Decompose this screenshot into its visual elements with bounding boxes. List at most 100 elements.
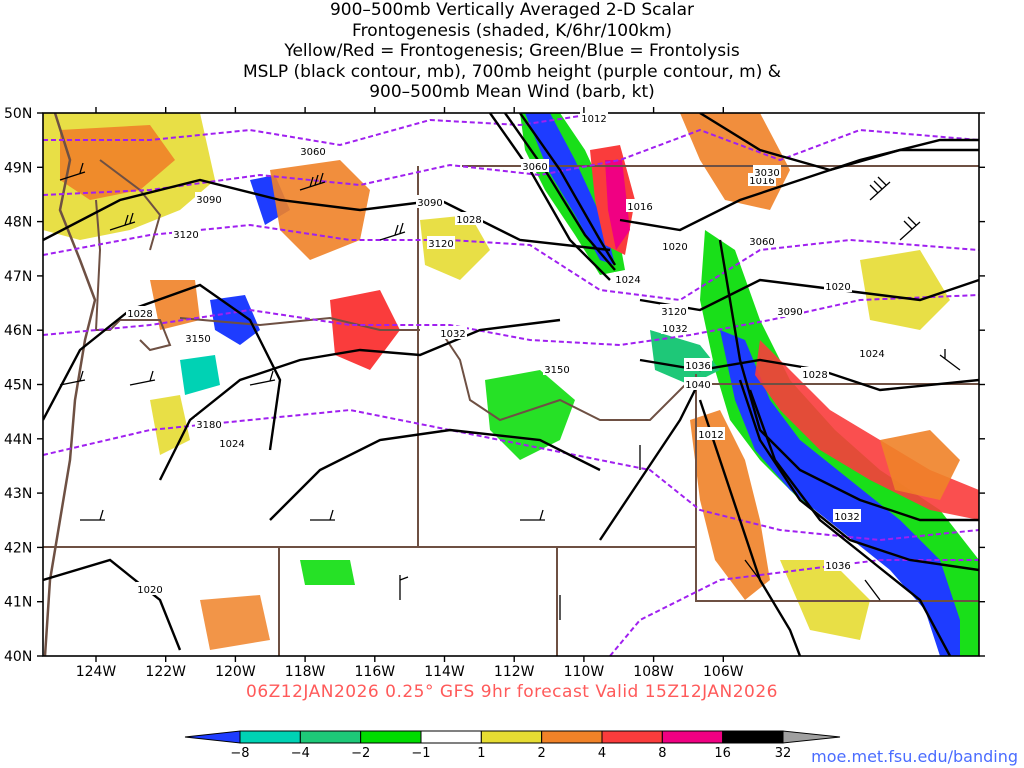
- colorbar-tick-label: −2: [351, 746, 371, 761]
- mslp-contour-label: 1020: [824, 279, 852, 293]
- colorbar-segment: [480, 730, 543, 744]
- mslp-contour-label: 1012: [697, 427, 725, 441]
- height-contour-label: 3120: [660, 304, 688, 318]
- height-contour-label: 3090: [416, 195, 444, 209]
- latitude-tick-label: 45N: [4, 378, 32, 394]
- colorbar-segment: [661, 730, 724, 744]
- longitude-tick-label: 122W: [145, 664, 186, 680]
- title-line-5: 900–500mb Mean Wind (barb, kt): [369, 82, 655, 102]
- latitude-tick-label: 47N: [4, 269, 32, 285]
- colorbar-tick-label: −1: [411, 746, 431, 761]
- svg-text:1024: 1024: [859, 349, 884, 360]
- svg-text:3060: 3060: [522, 162, 547, 173]
- latitude-tick-label: 42N: [4, 540, 32, 556]
- svg-text:1032: 1032: [834, 512, 859, 523]
- latitude-tick-label: 41N: [4, 595, 32, 611]
- svg-text:1012: 1012: [698, 430, 723, 441]
- mslp-contour-label: 1028: [801, 367, 829, 381]
- colorbar-tick-label: 1: [477, 746, 486, 761]
- colorbar: [184, 730, 841, 744]
- svg-text:1016: 1016: [627, 202, 652, 213]
- svg-text:1036: 1036: [825, 561, 850, 572]
- colorbar-tick-label: 32: [774, 746, 792, 761]
- svg-text:1012: 1012: [581, 114, 606, 125]
- colorbar-segment: [541, 730, 603, 744]
- title-line-3: Yellow/Red = Frontogenesis; Green/Blue =…: [284, 41, 740, 61]
- svg-text:3060: 3060: [300, 147, 325, 158]
- longitude-tick-label: 118W: [285, 664, 326, 680]
- svg-text:1032: 1032: [662, 324, 687, 335]
- title-line-1: 900–500mb Vertically Averaged 2-D Scalar: [329, 0, 695, 20]
- svg-text:1024: 1024: [615, 275, 640, 286]
- svg-text:1016: 1016: [749, 176, 774, 187]
- mslp-contour-label: 1024: [218, 436, 246, 450]
- colorbar-segment: [360, 730, 422, 744]
- colorbar-segment: [299, 730, 362, 744]
- svg-text:3180: 3180: [196, 420, 221, 431]
- colorbar-tick-label: −8: [230, 746, 250, 761]
- svg-text:1020: 1020: [662, 242, 687, 253]
- colorbar-segment: [420, 730, 482, 744]
- mslp-contour-label: 1020: [136, 582, 164, 596]
- height-contour-label: 3120: [172, 227, 200, 241]
- mslp-contour-label: 1024: [858, 346, 886, 360]
- mslp-contour-label: 1032: [661, 321, 689, 335]
- svg-text:3120: 3120: [173, 230, 198, 241]
- state-borders: [43, 159, 979, 656]
- longitude-tick-label: 124W: [76, 664, 117, 680]
- svg-text:3090: 3090: [777, 307, 802, 318]
- longitude-tick-label: 110W: [564, 664, 605, 680]
- svg-text:1032: 1032: [440, 329, 465, 340]
- svg-text:3060: 3060: [749, 237, 774, 248]
- mslp-labels: 1012 1016 1020 1024 1028 1032 1036 1040 1012 1016…: [126, 111, 886, 596]
- mslp-contour-label: 1012: [580, 111, 608, 125]
- colorbar-tick-label: 4: [597, 746, 607, 761]
- wind-barbs: [59, 162, 961, 620]
- longitude-tick-label: 112W: [494, 664, 535, 680]
- mslp-contour-label: 1032: [833, 509, 861, 523]
- svg-text:1024: 1024: [219, 439, 244, 450]
- height-contour-label: 3060: [521, 159, 549, 173]
- latitude-tick-label: 48N: [4, 215, 32, 231]
- mslp-contour-label: 1036: [684, 358, 712, 372]
- height-labels: 3060 3090 3120 3150 3180 3060 3090 3120 3150 3060…: [172, 144, 804, 431]
- longitude-tick-label: 106W: [703, 664, 744, 680]
- colorbar-tick-label: 8: [658, 746, 667, 761]
- colorbar-min-arrow: [184, 730, 241, 744]
- latitude-tick-label: 44N: [4, 432, 32, 448]
- colorbar-tick-label: 16: [714, 746, 731, 761]
- colorbar-segment: [601, 730, 663, 744]
- mslp-contour-label: 1028: [126, 306, 154, 320]
- height-contour-label: 3090: [195, 192, 223, 206]
- latitude-axis: 50N 49N 48N 47N 46N 45N 44N 43N 42N 41N 40N: [4, 106, 985, 665]
- svg-text:3090: 3090: [417, 198, 442, 209]
- figure-title: 900–500mb Vertically Averaged 2-D Scalar…: [0, 0, 1024, 103]
- latitude-tick-label: 43N: [4, 486, 32, 502]
- svg-text:1020: 1020: [137, 585, 162, 596]
- mslp-contour-label: 1032: [439, 326, 467, 340]
- longitude-tick-label: 114W: [424, 664, 465, 680]
- colorbar-tick-label: −4: [290, 746, 310, 761]
- height-contour-label: 3060: [748, 234, 776, 248]
- svg-text:1028: 1028: [127, 309, 152, 320]
- mslp-contour-label: 1036: [824, 558, 852, 572]
- mslp-contour-label: 1028: [455, 212, 483, 226]
- latitude-tick-label: 46N: [4, 323, 32, 339]
- svg-text:3120: 3120: [428, 239, 453, 250]
- svg-text:1028: 1028: [456, 215, 481, 226]
- height-contour-label: 3180: [195, 417, 223, 431]
- longitude-tick-label: 120W: [215, 664, 256, 680]
- svg-text:1040: 1040: [685, 380, 710, 391]
- credit-link[interactable]: moe.met.fsu.edu/banding: [811, 747, 1018, 766]
- svg-text:3150: 3150: [544, 365, 569, 376]
- height-contour-label: 3060: [299, 144, 327, 158]
- longitude-tick-label: 116W: [355, 664, 396, 680]
- title-line-4: MSLP (black contour, mb), 700mb height (…: [242, 61, 782, 82]
- mslp-contour-label: 1024: [614, 272, 642, 286]
- svg-text:1020: 1020: [825, 282, 850, 293]
- svg-text:3030: 3030: [754, 168, 779, 179]
- svg-text:3120: 3120: [661, 307, 686, 318]
- colorbar-tick-label: 2: [537, 746, 546, 761]
- title-line-2: Frontogenesis (shaded, K/6hr/100km): [352, 20, 672, 41]
- mslp-contours: [43, 113, 979, 656]
